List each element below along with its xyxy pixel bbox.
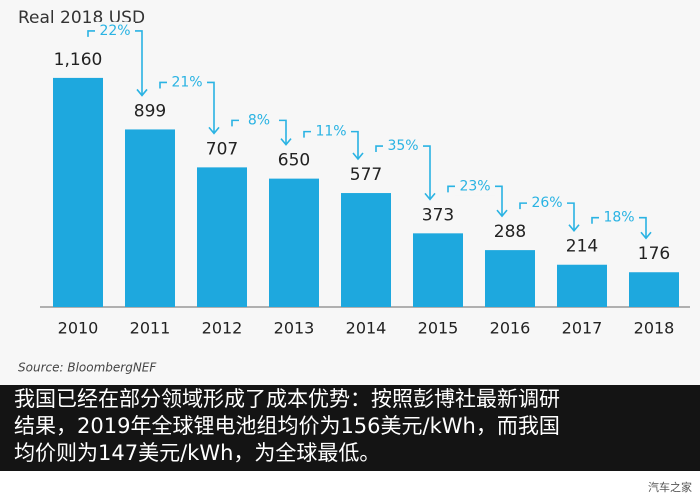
value-label: 650 bbox=[278, 151, 310, 171]
annotation-bg bbox=[527, 194, 567, 213]
x-tick-label: 2012 bbox=[202, 319, 243, 338]
value-label: 1,160 bbox=[54, 50, 103, 70]
arrow-head bbox=[280, 138, 292, 146]
change-label: 11% bbox=[315, 124, 346, 140]
annotation-bg bbox=[383, 137, 423, 156]
x-tick-label: 2018 bbox=[634, 319, 675, 338]
value-label: 373 bbox=[422, 205, 454, 225]
arrow-head bbox=[136, 88, 148, 97]
arrow-head bbox=[496, 209, 508, 218]
bar bbox=[197, 167, 247, 307]
source: Source: BloombergNEF bbox=[18, 361, 157, 375]
bar bbox=[629, 272, 679, 307]
value-label: 176 bbox=[638, 244, 670, 264]
annotation-bg bbox=[95, 21, 135, 40]
change-label: 18% bbox=[603, 210, 634, 226]
change-label: 22% bbox=[99, 23, 130, 39]
x-tick-label: 2015 bbox=[418, 319, 459, 338]
caption-line: 我国已经在部分领域形成了成本优势：按照彭博社最新调研 bbox=[14, 387, 560, 411]
x-tick-label: 2014 bbox=[346, 319, 387, 338]
value-label: 577 bbox=[350, 165, 382, 185]
annotation-bg bbox=[239, 111, 279, 130]
value-label: 899 bbox=[134, 101, 166, 121]
x-tick-label: 2017 bbox=[562, 319, 603, 338]
bar bbox=[53, 77, 103, 308]
x-tick-label: 2010 bbox=[58, 319, 99, 338]
bar bbox=[125, 129, 175, 307]
change-label: 35% bbox=[387, 138, 418, 154]
arrow-head bbox=[568, 224, 580, 232]
x-tick-label: 2016 bbox=[490, 319, 531, 338]
annotation-bg bbox=[167, 73, 207, 92]
annotation-bg bbox=[599, 208, 639, 227]
caption-band bbox=[0, 385, 700, 471]
bar bbox=[413, 233, 463, 307]
arrow-head bbox=[640, 231, 652, 240]
x-tick-label: 2013 bbox=[274, 319, 315, 338]
value-label: 288 bbox=[494, 222, 526, 242]
arrow-head bbox=[424, 192, 436, 201]
change-label: 21% bbox=[171, 74, 202, 90]
watermark: 汽车之家 bbox=[648, 480, 692, 494]
caption-line: 结果，2019年全球锂电池组均价为156美元/kWh，而我国 bbox=[14, 414, 560, 438]
change-label: 8% bbox=[248, 112, 270, 128]
caption-line: 均价则为147美元/kWh，为全球最低。 bbox=[14, 441, 380, 465]
footer-band bbox=[0, 471, 700, 499]
change-label: 23% bbox=[459, 178, 490, 194]
annotation-bg bbox=[455, 177, 495, 196]
x-tick-label: 2011 bbox=[130, 319, 171, 338]
bar bbox=[557, 264, 607, 307]
change-label: 26% bbox=[531, 195, 562, 211]
bar bbox=[485, 250, 535, 307]
bar bbox=[269, 178, 319, 307]
arrow-head bbox=[208, 126, 220, 135]
annotation-bg bbox=[311, 122, 351, 141]
bar bbox=[341, 193, 391, 307]
arrow-head bbox=[352, 152, 364, 161]
value-label: 707 bbox=[206, 139, 238, 159]
value-label: 214 bbox=[566, 237, 598, 257]
